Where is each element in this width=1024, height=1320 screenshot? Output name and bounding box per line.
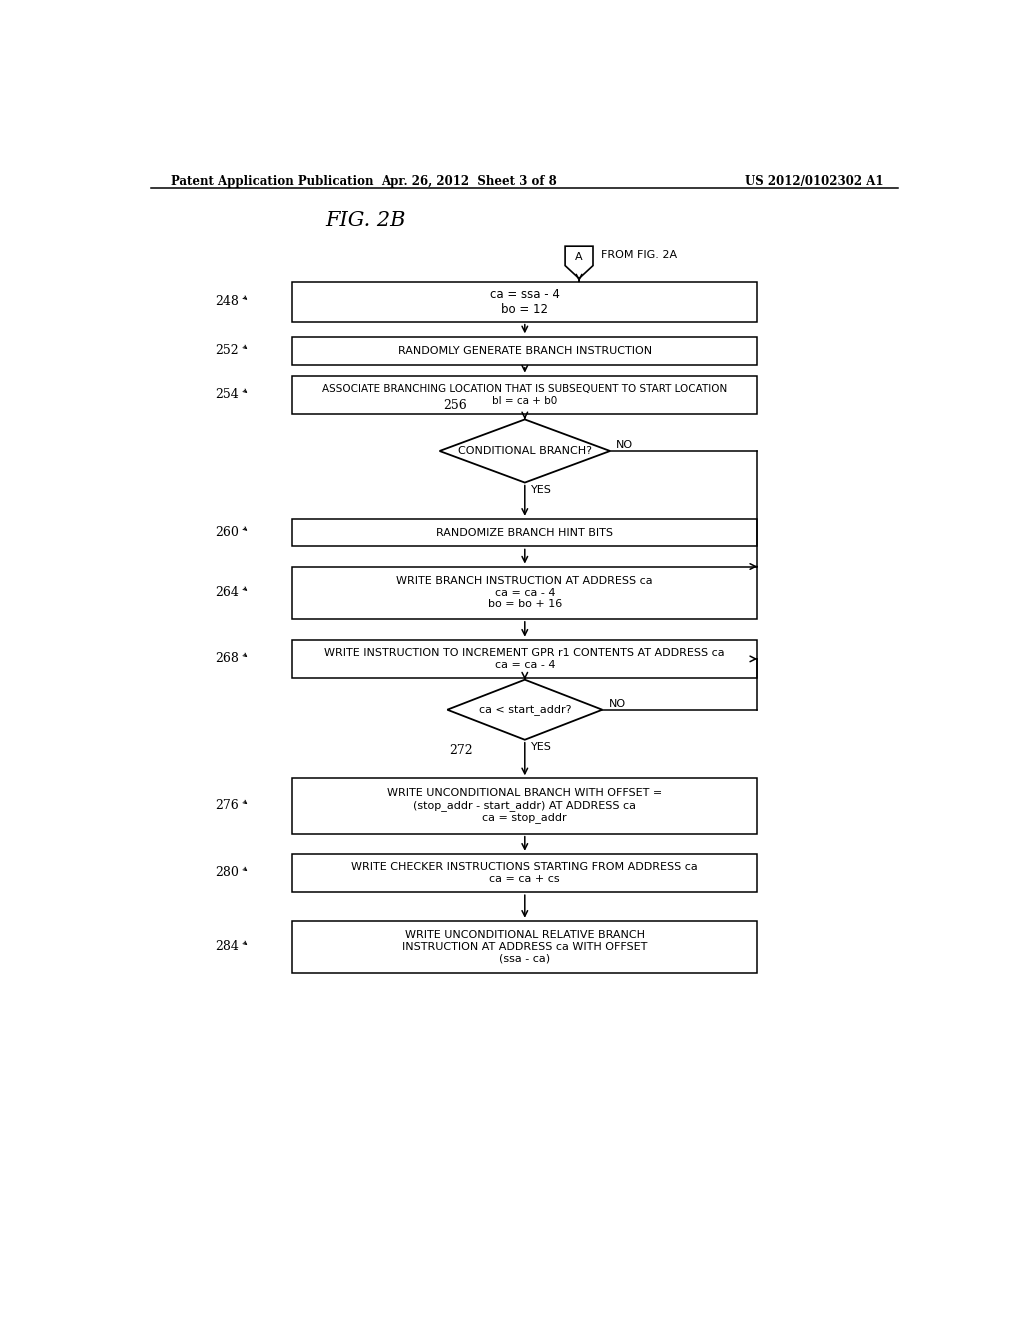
Text: CONDITIONAL BRANCH?: CONDITIONAL BRANCH? [458, 446, 592, 455]
Bar [292, 566, 758, 619]
Text: YES: YES [531, 742, 552, 752]
Text: WRITE INSTRUCTION TO INCREMENT GPR r1 CONTENTS AT ADDRESS ca
ca = ca - 4: WRITE INSTRUCTION TO INCREMENT GPR r1 CO… [325, 648, 725, 669]
Text: WRITE UNCONDITIONAL RELATIVE BRANCH
INSTRUCTION AT ADDRESS ca WITH OFFSET
(ssa -: WRITE UNCONDITIONAL RELATIVE BRANCH INST… [402, 931, 647, 964]
Bar [292, 519, 758, 546]
Bar [292, 921, 758, 973]
Text: 272: 272 [449, 743, 472, 756]
Bar [292, 779, 758, 834]
Text: NO: NO [608, 698, 626, 709]
Text: FROM FIG. 2A: FROM FIG. 2A [601, 249, 677, 260]
Text: 276: 276 [215, 800, 239, 813]
Text: 284: 284 [215, 940, 239, 953]
Bar [292, 854, 758, 892]
Text: 256: 256 [443, 399, 467, 412]
Text: ca = ssa - 4
bo = 12: ca = ssa - 4 bo = 12 [489, 288, 560, 315]
Text: WRITE UNCONDITIONAL BRANCH WITH OFFSET =
(stop_addr - start_addr) AT ADDRESS ca
: WRITE UNCONDITIONAL BRANCH WITH OFFSET =… [387, 788, 663, 824]
Text: WRITE BRANCH INSTRUCTION AT ADDRESS ca
ca = ca - 4
bo = bo + 16: WRITE BRANCH INSTRUCTION AT ADDRESS ca c… [396, 576, 653, 610]
Text: US 2012/0102302 A1: US 2012/0102302 A1 [745, 176, 884, 189]
Text: RANDOMIZE BRANCH HINT BITS: RANDOMIZE BRANCH HINT BITS [436, 528, 613, 537]
Text: 268: 268 [215, 652, 239, 665]
Text: 280: 280 [215, 866, 239, 879]
Text: Patent Application Publication: Patent Application Publication [171, 176, 373, 189]
Bar [292, 376, 758, 414]
Text: YES: YES [531, 484, 552, 495]
Text: ASSOCIATE BRANCHING LOCATION THAT IS SUBSEQUENT TO START LOCATION
bl = ca + b0: ASSOCIATE BRANCHING LOCATION THAT IS SUB… [323, 384, 727, 405]
Text: Apr. 26, 2012  Sheet 3 of 8: Apr. 26, 2012 Sheet 3 of 8 [381, 176, 557, 189]
Text: NO: NO [616, 440, 634, 450]
Text: 264: 264 [215, 586, 239, 599]
Text: A: A [575, 252, 583, 261]
Text: 248: 248 [215, 296, 239, 308]
Text: ca < start_addr?: ca < start_addr? [478, 705, 571, 715]
Text: FIG. 2B: FIG. 2B [326, 211, 407, 230]
Bar [292, 337, 758, 364]
Text: RANDOMLY GENERATE BRANCH INSTRUCTION: RANDOMLY GENERATE BRANCH INSTRUCTION [397, 346, 652, 356]
Text: 254: 254 [215, 388, 239, 401]
Bar [292, 281, 758, 322]
Text: WRITE CHECKER INSTRUCTIONS STARTING FROM ADDRESS ca
ca = ca + cs: WRITE CHECKER INSTRUCTIONS STARTING FROM… [351, 862, 698, 884]
Text: 260: 260 [215, 527, 239, 539]
Bar [292, 640, 758, 678]
Text: 252: 252 [215, 345, 239, 358]
